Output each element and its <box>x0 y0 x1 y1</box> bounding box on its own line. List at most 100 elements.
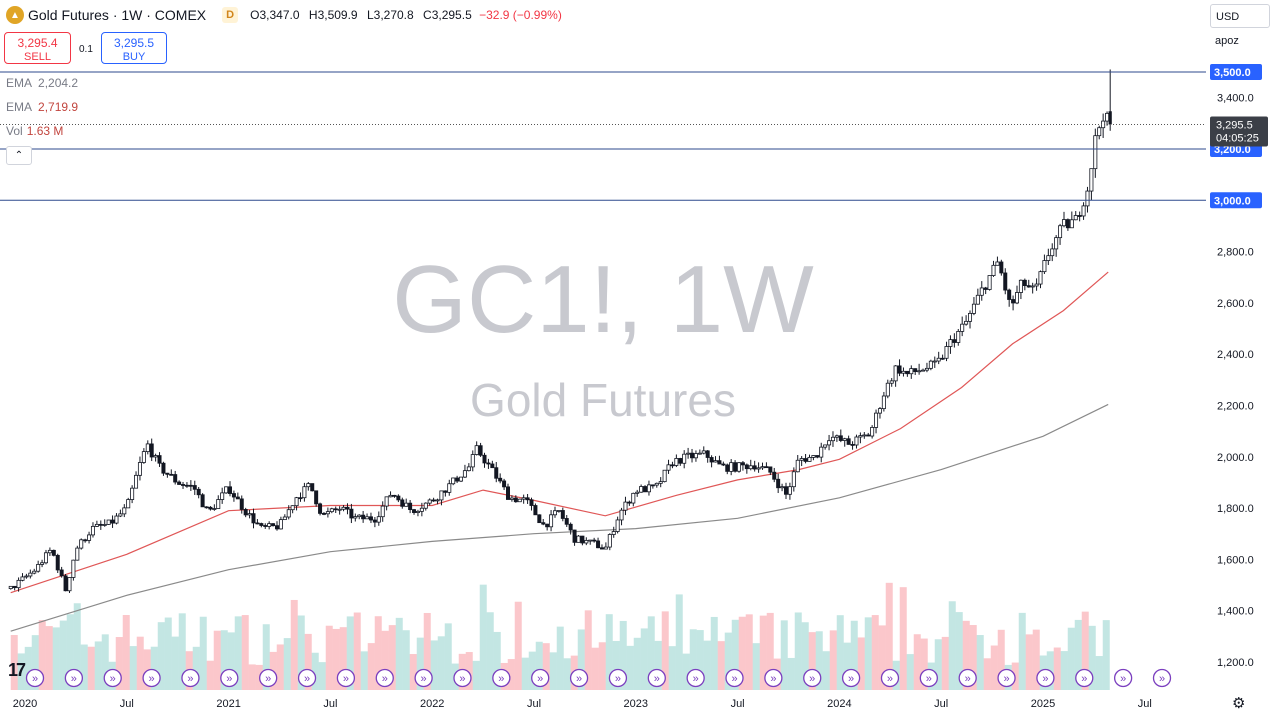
candle-body <box>267 523 272 527</box>
ohlc-values: O3,347.0 H3,509.9 L3,270.8 C3,295.5 −32.… <box>248 8 562 22</box>
symbol-title[interactable]: Gold Futures · 1W · COMEX <box>28 7 207 23</box>
volume-bar <box>472 660 480 690</box>
dividend-event-icon[interactable] <box>1113 668 1133 688</box>
volume-bar <box>745 614 753 690</box>
dividend-event-icon[interactable] <box>1075 668 1094 688</box>
dividend-event-icon[interactable] <box>608 668 628 688</box>
buy-button[interactable]: 3,295.5 BUY <box>101 32 167 64</box>
dividend-event-icon[interactable] <box>997 668 1016 688</box>
candle-body <box>866 434 871 437</box>
volume-bar <box>808 632 816 690</box>
y-tick-label: 1,600.0 <box>1217 554 1254 566</box>
candle-body <box>752 465 757 470</box>
volume-bar <box>73 603 81 690</box>
volume-bar <box>962 620 970 690</box>
dividend-event-icon[interactable] <box>1036 668 1055 688</box>
sell-button[interactable]: 3,295.4 SELL <box>4 32 71 64</box>
candle-body <box>568 523 573 531</box>
gear-icon[interactable]: ⚙ <box>1232 695 1246 712</box>
volume-bar <box>416 637 424 690</box>
candle-body <box>43 552 48 564</box>
event-arrow-glyph: » <box>343 673 349 685</box>
dividend-event-icon[interactable] <box>725 668 744 688</box>
dividend-event-icon[interactable] <box>64 668 84 688</box>
dividend-event-icon[interactable] <box>531 668 550 688</box>
volume-bar <box>94 641 102 690</box>
dividend-event-icon[interactable] <box>375 668 394 688</box>
volume-bar <box>654 640 662 690</box>
volume-bar <box>647 616 655 690</box>
volume-bar <box>584 610 592 690</box>
dividend-event-icon[interactable] <box>569 668 589 688</box>
dividend-event-icon[interactable] <box>414 668 433 688</box>
dividend-event-icon[interactable] <box>259 668 278 688</box>
delayed-badge[interactable]: D <box>222 7 239 23</box>
dividend-event-icon[interactable] <box>686 668 705 688</box>
candle-body <box>149 443 154 458</box>
dividend-event-icon[interactable] <box>880 668 900 688</box>
candle-body <box>67 577 72 592</box>
candle-body <box>729 462 734 472</box>
event-arrow-glyph: » <box>304 673 310 685</box>
candle-body <box>415 510 420 513</box>
dividend-event-icon[interactable] <box>297 668 317 688</box>
tradingview-logo-icon[interactable]: 17 <box>8 660 26 680</box>
indicator-ema-fast[interactable]: EMA 2,719.9 <box>6 100 78 114</box>
indicator-ema-slow[interactable]: EMA 2,204.2 <box>6 76 78 90</box>
dividend-event-icon[interactable] <box>453 668 472 688</box>
indicator-volume[interactable]: Vol 1.63 M <box>6 124 63 138</box>
candle-body <box>114 515 119 524</box>
x-tick-label: Jul <box>120 698 134 710</box>
candle-body <box>701 450 706 454</box>
candle-body <box>948 339 953 347</box>
volume-bar <box>479 584 487 690</box>
candle-body <box>584 540 589 544</box>
dividend-event-icon[interactable] <box>764 668 783 688</box>
volume-bar <box>381 630 389 690</box>
volume-bar <box>871 615 879 690</box>
scale-mode-select[interactable]: apoz <box>1210 30 1270 52</box>
volume-bar <box>31 635 39 690</box>
candle-body <box>412 509 417 513</box>
volume-bar <box>955 612 963 690</box>
open-value: 3,347.0 <box>259 8 300 22</box>
volume-bar <box>199 616 207 690</box>
dividend-event-icon[interactable] <box>492 668 511 688</box>
candle-body <box>271 523 276 527</box>
volume-bar <box>38 620 46 690</box>
volume-bar <box>178 613 186 690</box>
candle-body <box>697 452 702 455</box>
event-arrow-glyph: » <box>226 673 232 685</box>
volume-bar <box>395 617 403 690</box>
dividend-event-icon[interactable] <box>1152 668 1172 688</box>
dividend-event-icon[interactable] <box>336 668 356 688</box>
volume-bar <box>920 638 928 690</box>
y-tick-label: 2,800.0 <box>1217 247 1254 259</box>
candle-body <box>255 522 260 525</box>
dividend-event-icon[interactable] <box>803 668 822 688</box>
dividend-event-icon[interactable] <box>181 668 200 688</box>
dividend-event-icon[interactable] <box>919 668 938 688</box>
x-tick-label: Jul <box>1138 698 1152 710</box>
event-arrow-glyph: » <box>809 673 815 685</box>
dividend-event-icon[interactable] <box>220 668 239 688</box>
dividend-event-icon[interactable] <box>841 668 861 688</box>
dividend-event-icon[interactable] <box>958 668 977 688</box>
dividend-event-icon[interactable] <box>25 668 45 688</box>
dividend-event-icon[interactable] <box>647 668 666 688</box>
candle-body <box>459 476 464 482</box>
currency-select[interactable]: USD <box>1210 4 1270 28</box>
collapse-indicators-button[interactable]: ⌃ <box>6 146 32 165</box>
candle-body <box>588 539 593 542</box>
volume-bar <box>248 664 256 690</box>
dividend-event-icon[interactable] <box>142 668 161 688</box>
candle-body <box>1061 219 1066 227</box>
level-label: 3,000.0 <box>1214 195 1251 207</box>
event-arrow-glyph: » <box>32 673 38 685</box>
dividend-event-icon[interactable] <box>103 668 122 688</box>
candle-body <box>639 486 644 493</box>
candle-body <box>106 519 111 525</box>
candle-body <box>498 477 503 482</box>
event-arrow-glyph: » <box>887 673 893 685</box>
